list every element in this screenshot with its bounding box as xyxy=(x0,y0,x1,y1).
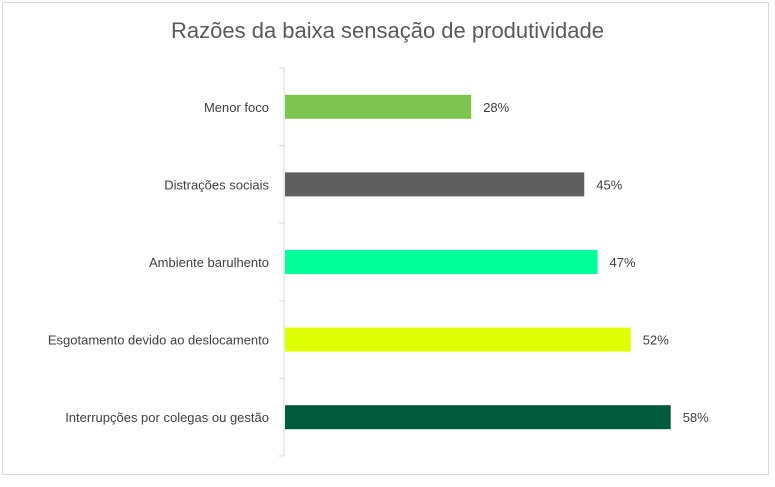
category-label: Distrações sociais xyxy=(164,177,269,192)
data-label: 28% xyxy=(483,100,509,115)
data-label: 58% xyxy=(683,410,709,425)
category-label: Interrupções por colegas ou gestão xyxy=(65,410,269,425)
chart-title: Razões da baixa sensação de produtividad… xyxy=(171,18,604,43)
category-label: Esgotamento devido ao deslocamento xyxy=(48,333,269,348)
category-label: Ambiente barulhento xyxy=(149,255,269,270)
category-label: Menor foco xyxy=(204,100,269,115)
bar xyxy=(285,327,631,352)
bar xyxy=(285,250,598,274)
bar xyxy=(285,172,585,197)
bar xyxy=(285,405,671,430)
data-label: 47% xyxy=(610,255,636,270)
bar xyxy=(285,94,472,119)
chart-frame xyxy=(2,2,769,475)
data-label: 45% xyxy=(596,177,622,192)
data-label: 52% xyxy=(643,333,669,348)
